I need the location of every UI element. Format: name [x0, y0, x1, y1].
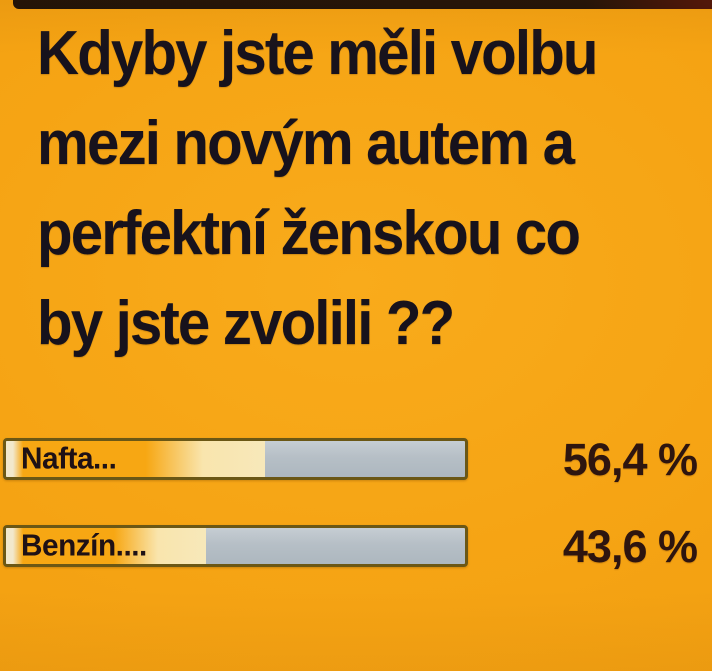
poll-bar-benzin: Benzín.... [3, 525, 468, 567]
poll-bar-fill-nafta [6, 441, 265, 477]
poll-option-label-nafta: Nafta... [21, 440, 117, 476]
poll-percent-benzin: 43,6 % [562, 521, 698, 572]
poll-question-line-2: mezi novým autem a [37, 109, 575, 178]
top-dark-strip [13, 0, 712, 9]
poll-row-benzin: Benzín.... 43,6 % [0, 521, 712, 572]
poll-option-label-benzin: Benzín.... [21, 527, 147, 563]
poll-row-nafta: Nafta... 56,4 % [0, 434, 712, 485]
poll-bar-fill-benzin [6, 528, 207, 564]
poll-question-line-3: perfektní ženskou co [37, 199, 581, 268]
poll-question-line-1: Kdyby jste měli volbu [37, 19, 599, 88]
poll-question-line-4: by jste zvolili ?? [37, 289, 455, 358]
poll-percent-nafta: 56,4 % [562, 434, 698, 485]
poll-question: Kdyby jste měli volbu mezi novým autem a… [37, 9, 664, 369]
poll-bar-nafta: Nafta... [3, 438, 468, 480]
